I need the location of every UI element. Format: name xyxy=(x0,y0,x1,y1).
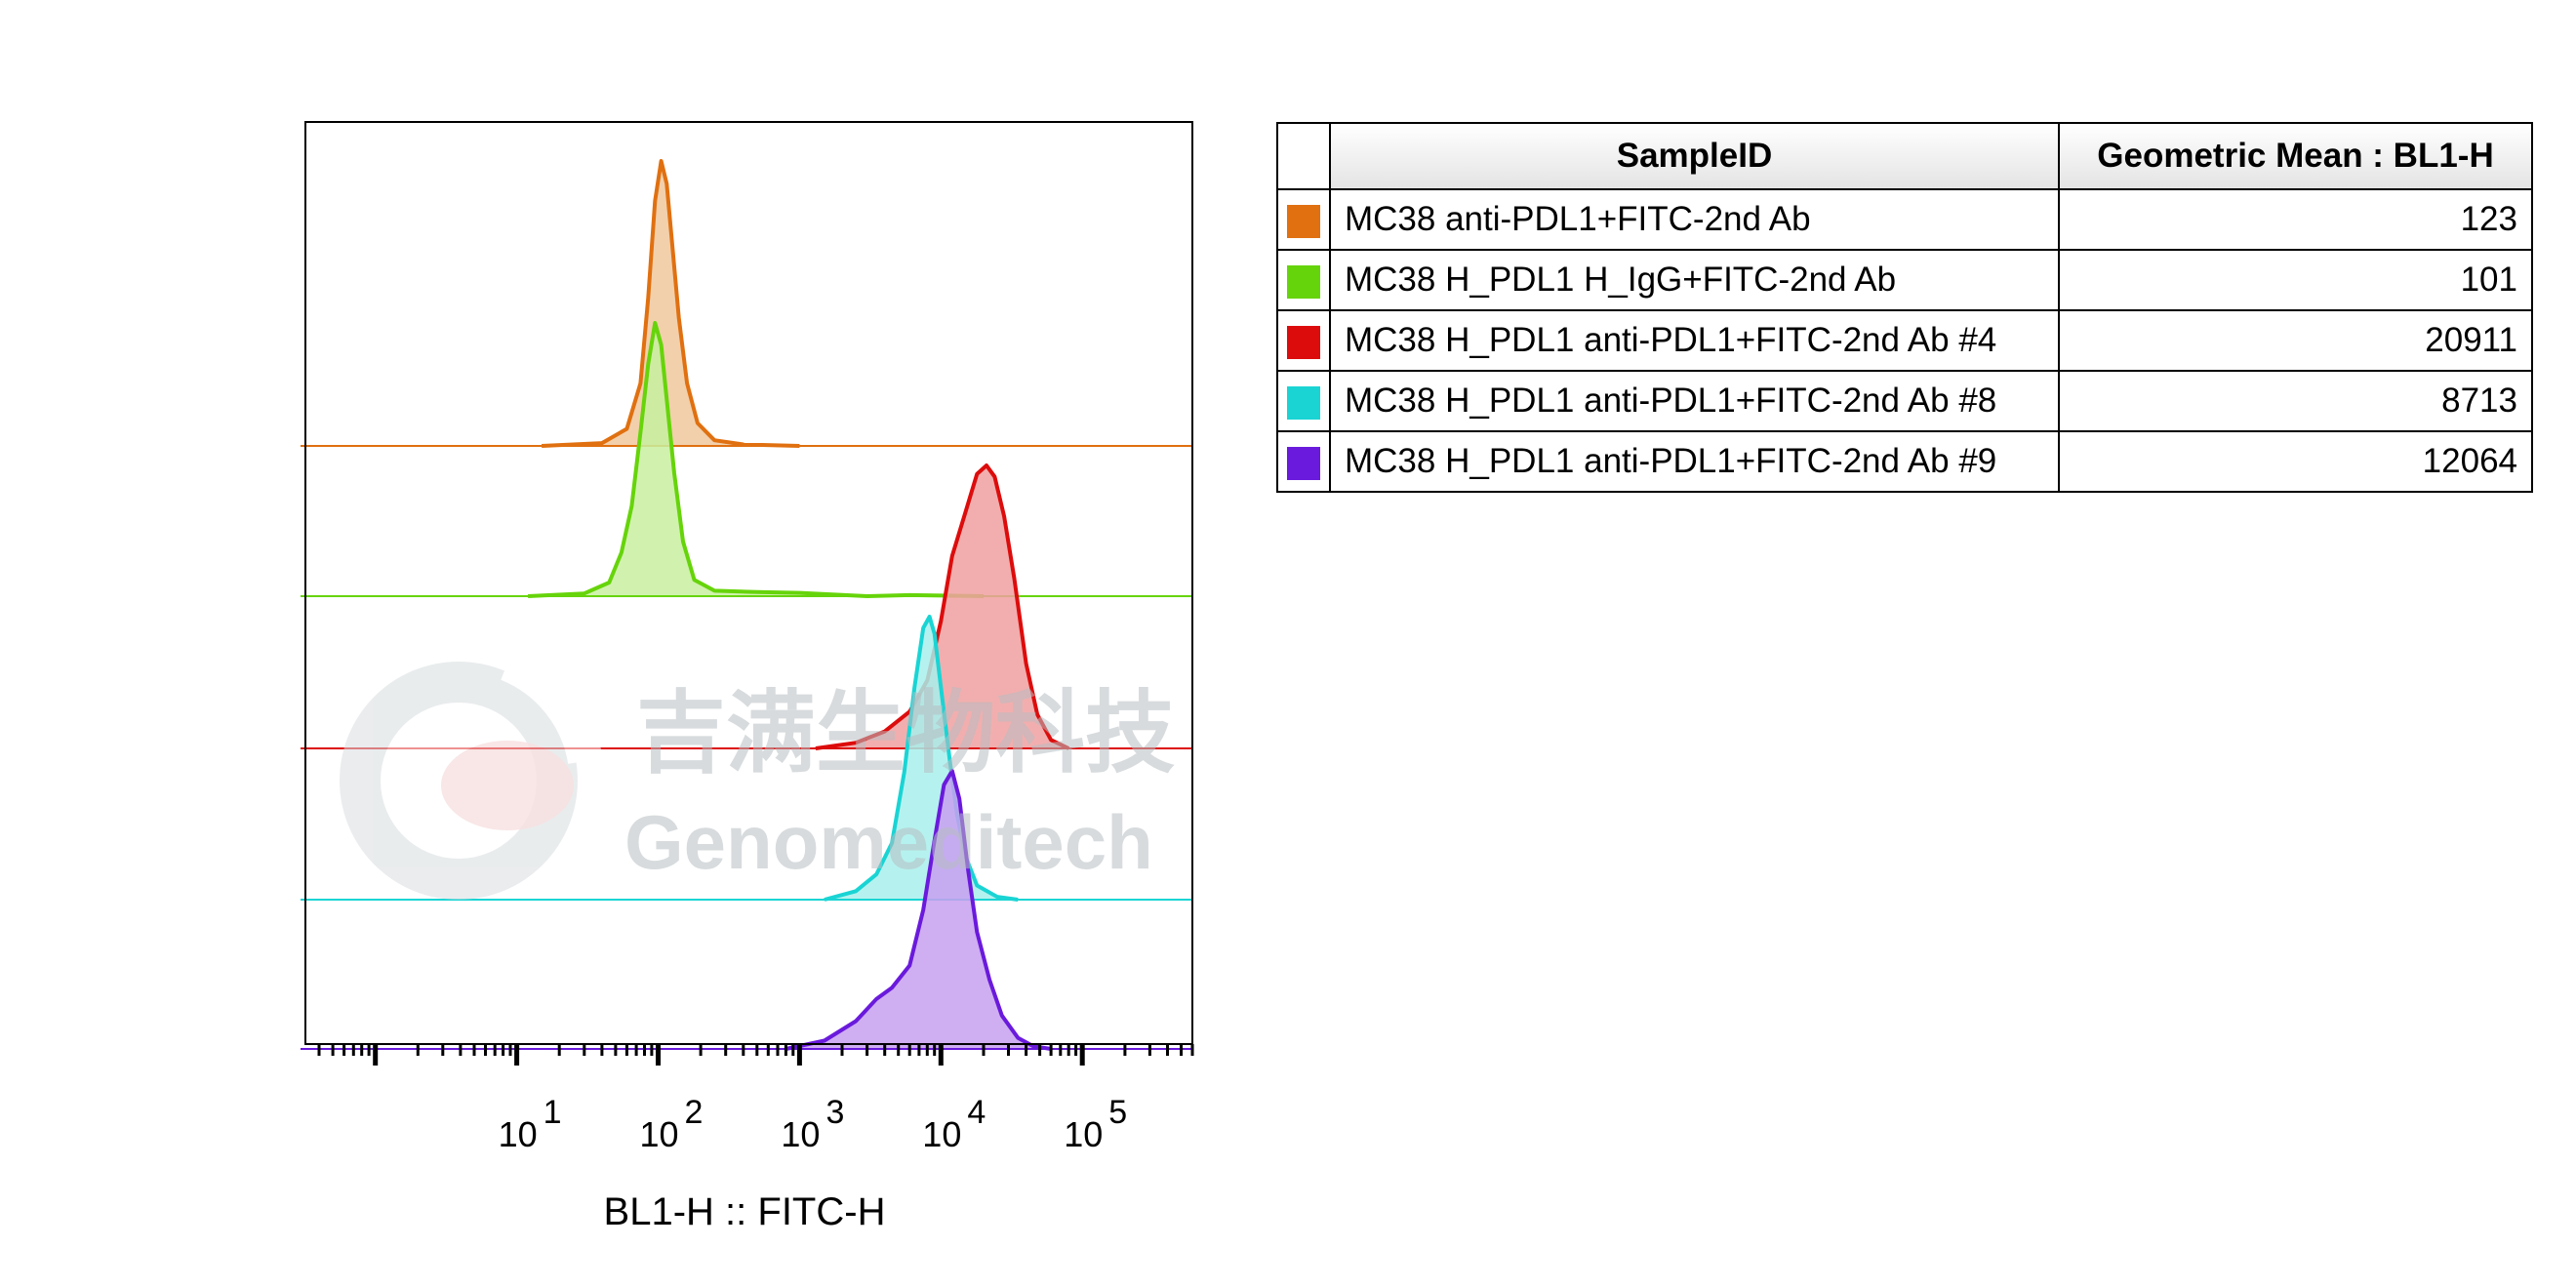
x-tick-label: 101 xyxy=(499,1094,562,1154)
column-header-sampleid: SampleID xyxy=(1329,122,2060,190)
watermark-logo xyxy=(340,647,603,900)
x-tick-exponent: 4 xyxy=(967,1094,986,1131)
histogram-fill-series-4 xyxy=(824,617,1019,900)
swatch-header xyxy=(1276,122,1331,190)
x-tick-label: 102 xyxy=(640,1094,704,1154)
color-swatch xyxy=(1287,264,1320,299)
color-swatch xyxy=(1287,446,1320,480)
sample-id-cell: MC38 H_PDL1 H_IgG+FITC-2nd Ab xyxy=(1329,249,2060,311)
histogram-curve-series-5 xyxy=(785,769,1052,1051)
table-row: MC38 H_PDL1 anti-PDL1+FITC-2nd Ab #4 209… xyxy=(1276,309,2533,372)
swatch-cell xyxy=(1276,249,1331,311)
geometric-mean-cell: 12064 xyxy=(2058,430,2533,493)
sample-id-cell: MC38 H_PDL1 anti-PDL1+FITC-2nd Ab #4 xyxy=(1329,309,2060,372)
x-axis: 101 102 103 104 105 xyxy=(317,1044,1194,1154)
swatch-cell xyxy=(1276,188,1331,251)
geometric-mean-cell: 123 xyxy=(2058,188,2533,251)
histogram-fill-series-5 xyxy=(785,771,1052,1049)
geometric-mean-cell: 101 xyxy=(2058,249,2533,311)
table-row: MC38 H_PDL1 anti-PDL1+FITC-2nd Ab #9 120… xyxy=(1276,430,2533,493)
sample-id-cell: MC38 H_PDL1 anti-PDL1+FITC-2nd Ab #8 xyxy=(1329,370,2060,432)
sample-id-cell: MC38 H_PDL1 anti-PDL1+FITC-2nd Ab #9 xyxy=(1329,430,2060,493)
histogram-series-layer xyxy=(301,159,1192,1051)
x-tick-label: 103 xyxy=(781,1094,844,1154)
x-tick-exponent: 1 xyxy=(543,1094,562,1131)
watermark-text-cn: 吉满生物科技 xyxy=(636,681,1175,785)
table-row: MC38 anti-PDL1+FITC-2nd Ab 123 xyxy=(1276,188,2533,251)
histogram-curve-series-3 xyxy=(815,463,1070,750)
histogram-fill-series-2 xyxy=(528,323,984,596)
table-header-row: SampleID Geometric Mean : BL1-H xyxy=(1276,122,2533,190)
x-tick-label: 105 xyxy=(1064,1094,1127,1154)
sample-legend-table: SampleID Geometric Mean : BL1-H MC38 ant… xyxy=(1276,122,2533,493)
sample-id-cell: MC38 anti-PDL1+FITC-2nd Ab xyxy=(1329,188,2060,251)
table-row: MC38 H_PDL1 anti-PDL1+FITC-2nd Ab #8 871… xyxy=(1276,370,2533,432)
x-tick-exponent: 2 xyxy=(685,1094,704,1131)
plot-frame xyxy=(304,121,1193,1045)
x-tick-label: 104 xyxy=(922,1094,986,1154)
x-axis-label: BL1-H :: FITC-H xyxy=(604,1190,886,1233)
x-tick-exponent: 3 xyxy=(825,1094,844,1131)
swatch-cell xyxy=(1276,309,1331,372)
swatch-cell xyxy=(1276,370,1331,432)
table-row: MC38 H_PDL1 H_IgG+FITC-2nd Ab 101 xyxy=(1276,249,2533,311)
histogram-overlay-chart: 101 102 103 104 105 BL1-H :: FITC-H 吉满生物科技 G… xyxy=(301,121,1194,1233)
histogram-fill-series-3 xyxy=(815,465,1069,748)
color-swatch xyxy=(1287,325,1320,359)
watermark-text-en: Genomeditech xyxy=(624,799,1153,885)
histogram-curve-series-1 xyxy=(542,159,800,448)
color-swatch xyxy=(1287,204,1320,238)
column-header-geometric-mean: Geometric Mean : BL1-H xyxy=(2058,122,2533,190)
geometric-mean-cell: 20911 xyxy=(2058,309,2533,372)
histogram-curve-series-2 xyxy=(528,321,985,598)
histogram-fill-series-1 xyxy=(542,161,800,446)
geometric-mean-cell: 8713 xyxy=(2058,370,2533,432)
color-swatch xyxy=(1287,385,1320,420)
x-tick-exponent: 5 xyxy=(1108,1094,1127,1131)
swatch-cell xyxy=(1276,430,1331,493)
histogram-curve-series-4 xyxy=(824,615,1019,902)
